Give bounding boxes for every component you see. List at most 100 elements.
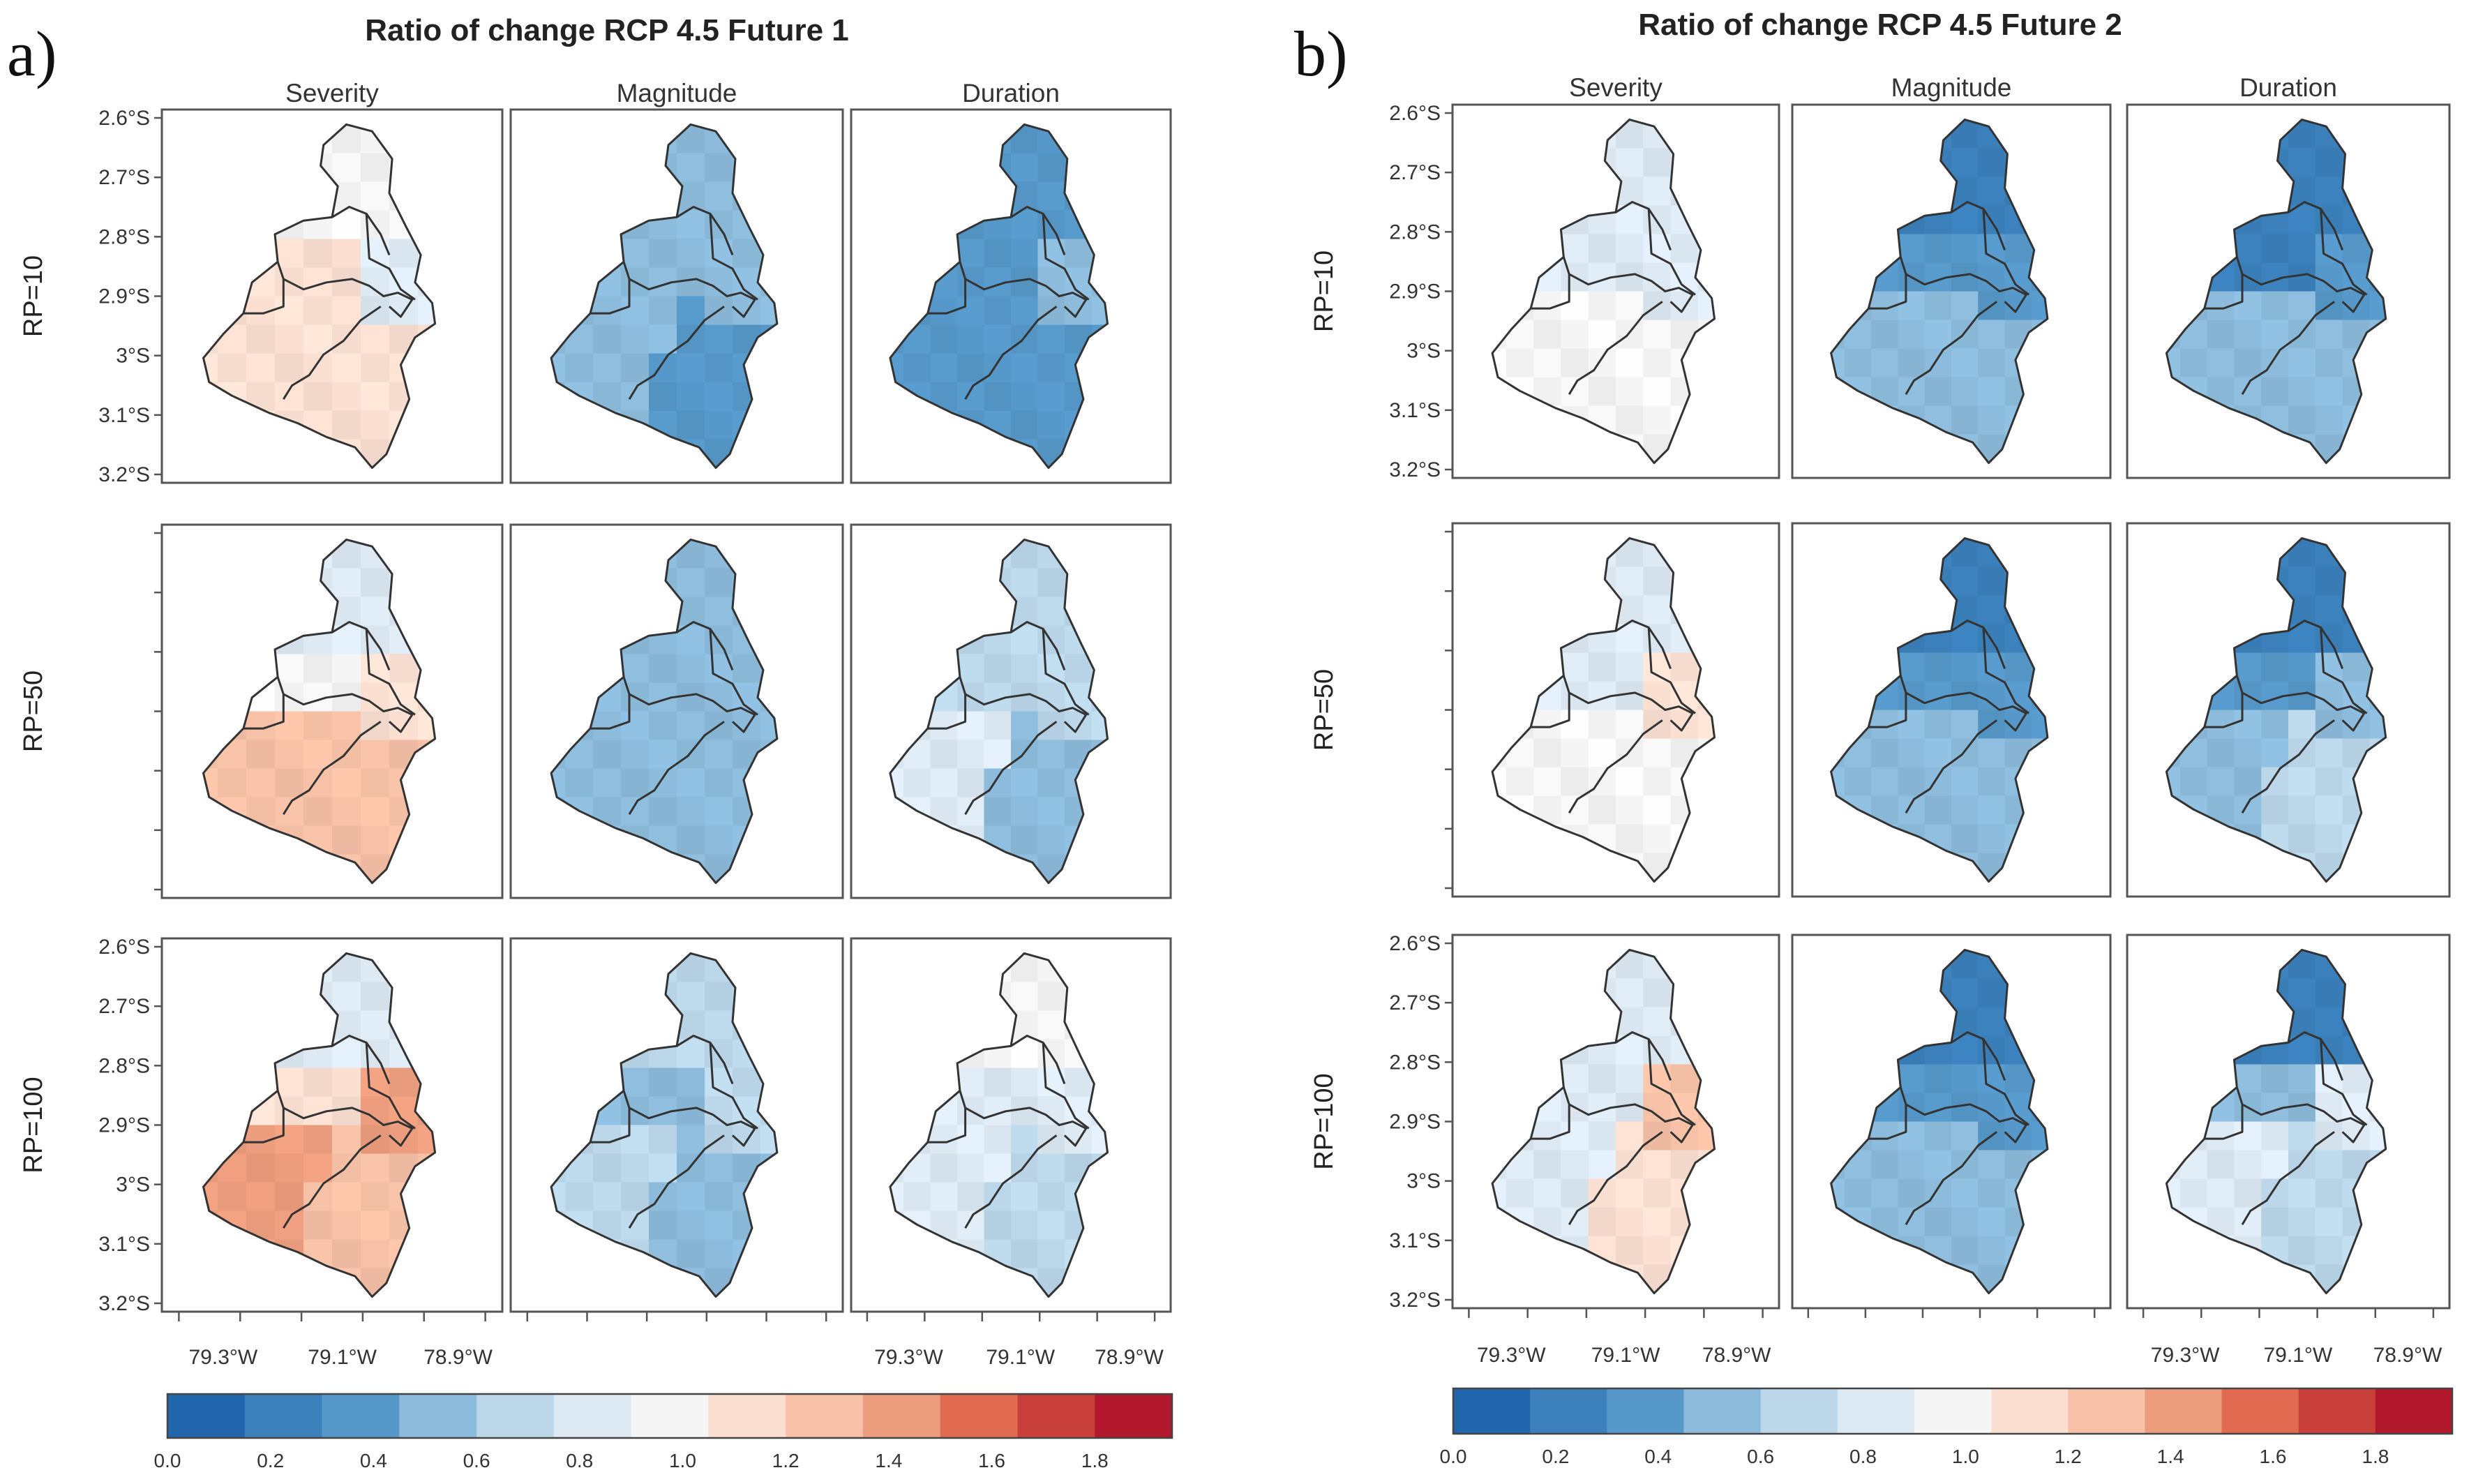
grid-cell [361,825,390,855]
grid-cell [649,382,677,412]
grid-cell [2234,738,2262,768]
grid-cell [332,1211,361,1241]
panel-a-map-rp100-duration [850,937,1172,1313]
grid-cell [1561,1150,1589,1180]
grid-cell [903,1182,931,1212]
grid-cell [1588,1121,1616,1151]
grid-cell [984,654,1012,684]
grid-cell [957,296,985,326]
grid-cell [1616,148,1644,178]
grid-cell [1924,291,1952,321]
grid-cell [705,1096,733,1126]
grid-cell [1011,324,1039,354]
grid-cell [2261,1150,2289,1180]
grid-cell [1561,348,1589,378]
grid-cell [246,353,276,383]
colorbar-swatch [553,1394,632,1438]
grid-cell [1643,1207,1672,1237]
grid-cell [1011,711,1039,741]
grid-cell [2288,738,2316,768]
grid-cell [984,1153,1012,1183]
grid-cell [275,1153,304,1183]
grid-cell [984,1067,1012,1097]
grid-cell [246,740,276,770]
lat-tick-label: 2.9°S [1389,1111,1441,1134]
grid-cell [1643,148,1672,178]
grid-cell [2288,262,2316,292]
lat-tick-label: 2.8°S [98,225,150,248]
grid-cell [705,267,733,297]
grid-cell [1037,768,1065,798]
panel-a-map-rp50-severity-subbasin-boundary-3 [243,676,285,730]
grid-cell [1533,348,1562,378]
lon-tick-label: 79.3°W [1477,1344,1546,1367]
grid-cell [621,296,650,326]
grid-cell [1643,177,1672,207]
grid-cell [361,682,390,712]
grid-cell [2315,1236,2343,1266]
grid-cell [2288,824,2316,854]
colorbar-swatch [1530,1388,1607,1434]
grid-cell [361,410,390,440]
grid-cell [1924,767,1952,797]
panel-b-map-rp10-magnitude-subbasin-boundary-2 [1905,273,2027,313]
grid-cell [2342,1064,2371,1094]
grid-cell [303,324,333,354]
panel-a-map-rp50-magnitude-subbasin-boundary-3 [590,676,631,730]
panel-b-map-rp10-magnitude-subbasin-boundary-4 [1905,301,1997,395]
grid-cell [2234,348,2262,378]
panel-b-map-rp10-severity-subbasin-boundary-3 [1531,256,1570,310]
grid-cell [1533,320,1562,350]
grid-cell [246,1153,276,1183]
colorbar-tick-label: 0.0 [1440,1446,1467,1467]
grid-cell [1091,296,1108,326]
colorbar-a: 0.0 0.2 0.4 0.6 0.8 1.0 1.2 1.4 1.6 1.8 [154,1393,1173,1471]
grid-cell [1011,982,1039,1012]
panel-a-map-rp100-severity-basin-outline [202,952,437,1298]
lat-tick-label: 3.1°S [98,1233,150,1256]
grid-cell [984,239,1012,269]
grid-cell [1643,262,1672,292]
lon-tick-label: 79.3°W [874,1346,943,1369]
lat-tick-label: 3°S [116,1174,150,1197]
grid-cell [1616,652,1644,682]
grid-cell [1037,1096,1065,1126]
grid-cell [361,1010,390,1040]
panel-a-map-rp50-severity-basin-outline [202,538,437,885]
panel-b-map-rp50-magnitude-subbasin-boundary-4 [1905,719,1997,814]
grid-cell [332,568,361,598]
lat-tick-label: 3.2°S [1389,1289,1441,1312]
grid-cell [677,825,705,855]
grid-cell [984,740,1012,770]
panel-b-row-label-1: RP=10 [1309,250,1339,332]
grid-cell [2261,1178,2289,1208]
grid-cell [957,324,985,354]
grid-cell [1978,177,2006,207]
panel-a: a) Ratio of change RCP 4.5 Future 1 Seve… [7,13,1172,1369]
grid-cell [2288,320,2316,350]
grid-cell [1978,738,2006,768]
lat-tick-label: 2.9°S [98,1114,150,1137]
grid-cell [705,324,733,354]
panel-a-map-rp100-severity [160,937,504,1313]
panel-a-map-rp100-duration-subbasin-boundary-1 [1042,1042,1090,1130]
grid-cell [1616,767,1644,797]
panel-b-map-rp10-magnitude-basin-outline [1830,118,2049,465]
grid-cell [2261,767,2289,797]
lon-tick-label: 78.9°W [1702,1344,1771,1367]
lat-tick-label: 2.9°S [98,285,150,308]
grid-cell [303,353,333,383]
panel-a-label: a) [7,18,57,89]
grid-cell [1561,320,1589,350]
panel-b-map-rp50-magnitude-subbasin-boundary-2 [1905,691,2027,732]
panel-b-map-rp50-duration [2126,522,2451,898]
colorbar-border [166,1393,1173,1439]
grid-cell [930,353,958,383]
grid-cell [1616,1093,1644,1123]
lat-tick-label: 3.1°S [1389,399,1441,422]
grid-cell [649,1211,677,1241]
grid-cell [332,1096,361,1126]
colorbar-swatch [708,1394,786,1438]
grid-cell [1978,320,2006,350]
grid-cell [389,1067,419,1097]
